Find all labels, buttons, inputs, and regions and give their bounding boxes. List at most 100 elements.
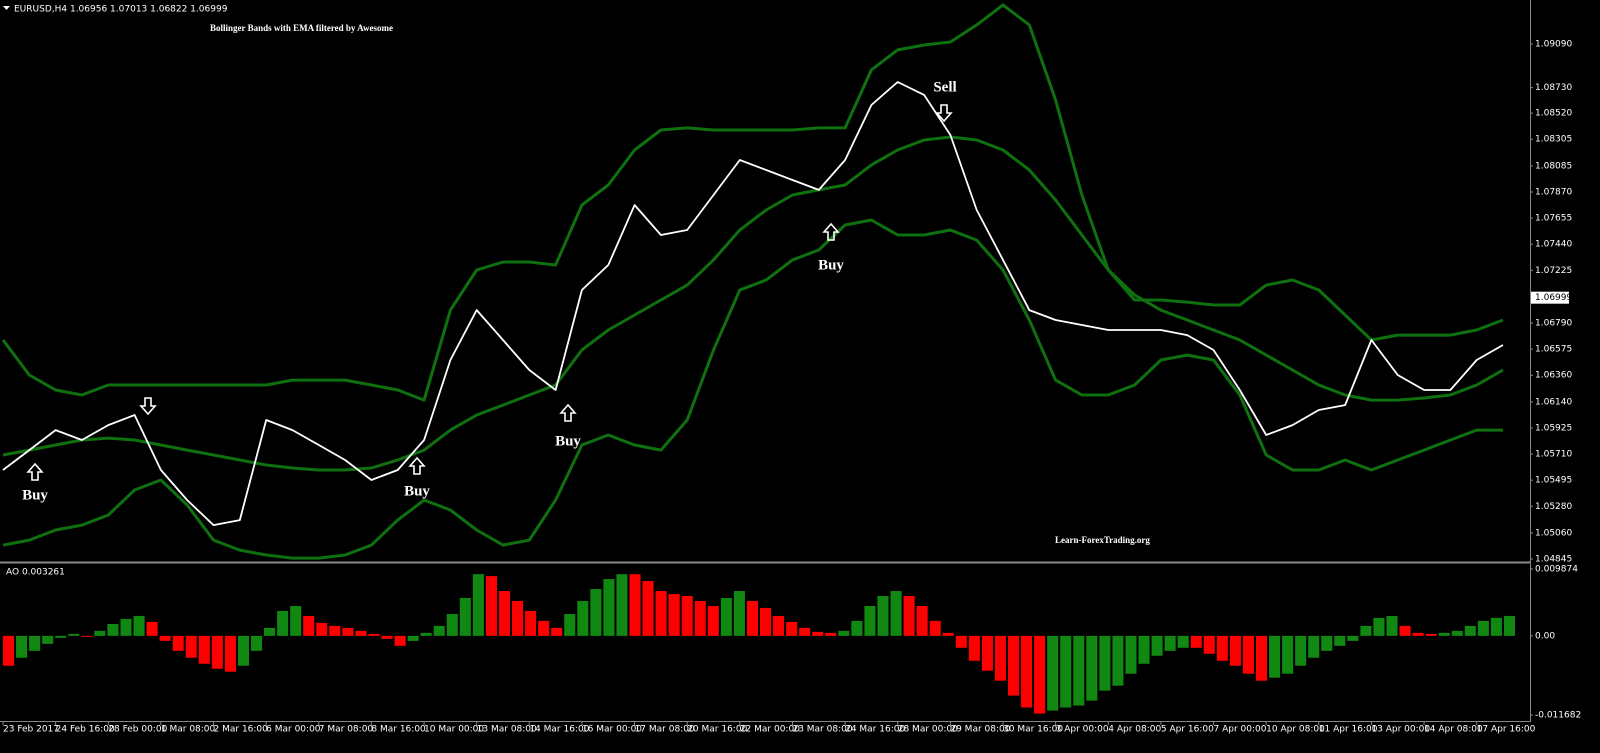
x-tick-label: 29 Mar 08:00 <box>950 725 1010 735</box>
x-tick-label: 14 Mar 16:00 <box>529 725 589 735</box>
x-tick-label: 10 Apr 08:00 <box>1266 725 1325 735</box>
ao-bar <box>1477 620 1489 636</box>
ao-bar <box>838 630 850 636</box>
ao-bar <box>773 615 785 636</box>
ao-bar <box>1125 635 1137 674</box>
y-tick-label: 1.05710 <box>1535 450 1572 460</box>
ao-bar <box>211 635 223 669</box>
y-tick-label: 1.08305 <box>1535 135 1572 145</box>
ao-bar <box>603 579 615 636</box>
ao-bar <box>890 591 902 636</box>
x-tick-label: 6 Mar 00:00 <box>266 725 321 735</box>
x-tick-label: 28 Feb 00:00 <box>108 725 167 735</box>
x-tick-label: 7 Mar 08:00 <box>319 725 374 735</box>
ao-bar <box>1021 635 1033 708</box>
buy-arrow <box>822 222 840 241</box>
ao-bar <box>551 627 563 636</box>
ao-bar <box>1464 625 1476 636</box>
ao-bar <box>851 620 863 636</box>
y-tick-label: 1.08730 <box>1535 83 1572 93</box>
band-line <box>1 3 1504 402</box>
ao-bar <box>250 635 263 651</box>
ao-bar <box>942 632 954 636</box>
ao-bar <box>590 589 602 636</box>
sell-label: Sell <box>933 79 956 95</box>
ao-bar <box>433 625 445 636</box>
x-tick-label: 10 Mar 00:00 <box>424 725 484 735</box>
y-tick-label: -0.011682 <box>1535 711 1581 721</box>
ao-bar <box>316 622 328 636</box>
ao-bar <box>224 635 236 672</box>
ao-bar <box>107 623 119 636</box>
y-tick-label: 1.05280 <box>1535 502 1572 512</box>
ao-bar <box>746 600 758 636</box>
y-tick-label: 1.08520 <box>1535 109 1572 119</box>
ao-bar <box>916 605 928 636</box>
ao-bar <box>407 635 419 641</box>
x-tick-label: 14 Apr 08:00 <box>1424 725 1483 735</box>
title: Bollinger Bands with EMA filtered by Awe… <box>210 23 393 33</box>
ao-bar <box>1490 617 1502 636</box>
ao-bar <box>498 591 511 636</box>
ao-bar <box>1164 635 1176 651</box>
ao-bar <box>1347 635 1359 641</box>
ao-bar <box>237 635 249 666</box>
x-tick-label: 20 Mar 16:00 <box>687 725 747 735</box>
ao-bar <box>1242 635 1254 674</box>
ao-bar <box>1308 635 1320 658</box>
symbol-info: EURUSD,H4 1.06956 1.07013 1.06822 1.0699… <box>14 5 228 15</box>
watermark: Learn-ForexTrading.org <box>1055 535 1150 545</box>
ao-bar <box>472 574 484 636</box>
ao-bar <box>1438 632 1450 636</box>
x-tick-label: 17 Apr 16:00 <box>1477 725 1536 735</box>
ao-bar <box>1034 635 1046 714</box>
ao-bar <box>512 600 524 636</box>
ao-bar <box>1451 630 1463 636</box>
ao-bar <box>355 630 367 636</box>
ao-bar <box>1112 635 1124 686</box>
x-tick-label: 5 Apr 16:00 <box>1161 725 1214 735</box>
ao-bar <box>277 610 289 636</box>
ao-bar <box>877 596 889 636</box>
ao-bar <box>1360 625 1372 636</box>
x-tick-label: 24 Feb 16:00 <box>56 725 115 735</box>
menu-triangle <box>3 6 10 10</box>
ao-bar <box>981 635 993 671</box>
ao-bar <box>1425 633 1437 636</box>
ao-bar <box>525 610 537 636</box>
ao-bar <box>642 581 654 636</box>
y-tick-label: 1.06575 <box>1535 345 1572 355</box>
x-tick-label: 16 Mar 00:00 <box>582 725 642 735</box>
y-tick-label: 0.00 <box>1535 631 1555 641</box>
y-tick-label: 1.04845 <box>1535 555 1572 565</box>
ao-bar <box>760 607 772 636</box>
x-tick-label: 30 Mar 16:00 <box>1003 725 1063 735</box>
ao-bar <box>1321 635 1333 651</box>
ao-bar <box>394 635 406 646</box>
y-tick-label: 1.08085 <box>1535 161 1572 171</box>
ao-bar <box>172 635 184 651</box>
y-tick-label: 1.05495 <box>1535 476 1572 486</box>
buy-arrow <box>26 462 44 481</box>
ao-bar <box>903 596 915 636</box>
x-tick-label: 11 Apr 16:00 <box>1319 725 1378 735</box>
ao-bar <box>303 615 315 636</box>
x-tick-label: 1 Mar 08:00 <box>161 725 216 735</box>
ao-bar <box>1138 635 1150 664</box>
y-tick-label: 1.09090 <box>1535 39 1572 49</box>
sell-arrow <box>935 104 953 123</box>
ao-bar <box>42 635 54 644</box>
x-tick-label: 17 Mar 08:00 <box>635 725 695 735</box>
ao-bar <box>1007 635 1020 696</box>
x-tick-label: 13 Apr 00:00 <box>1371 725 1430 735</box>
ao-bar <box>707 605 719 636</box>
ao-bar <box>733 591 745 636</box>
y-tick-label: 1.07440 <box>1535 240 1572 250</box>
ao-bar <box>1386 615 1398 636</box>
ao-bar <box>929 620 941 636</box>
y-tick-label: 1.05060 <box>1535 528 1572 538</box>
ao-bar <box>668 594 680 636</box>
ao-bar <box>198 635 210 664</box>
